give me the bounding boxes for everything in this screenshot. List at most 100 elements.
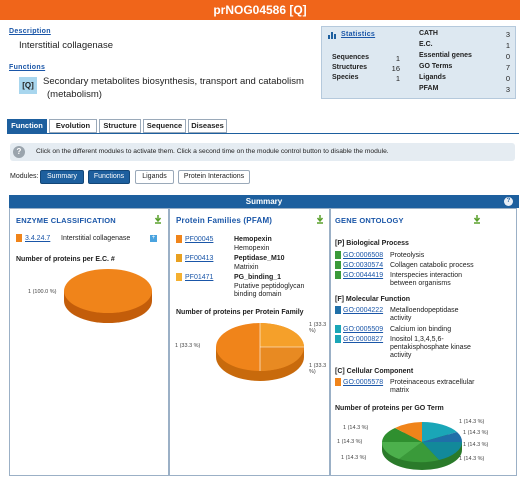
go-term-name: pentakisphosphate kinase	[390, 344, 471, 351]
page-title: prNOG04586 [Q]	[0, 0, 520, 20]
go-chart-title: Number of proteins per GO Term	[335, 405, 444, 412]
pfam-pie-label: 1 (33.3 %)	[309, 322, 327, 334]
pfam-pie-label: 1 (33.3 %)	[309, 363, 327, 375]
stat-pfam-label: PFAM	[419, 85, 439, 92]
go-pie-label: 1 (14.3 %)	[459, 456, 485, 462]
stat-go-terms-label: GO Terms	[419, 63, 453, 70]
bar-chart-icon	[328, 32, 336, 39]
go-color-swatch	[335, 261, 341, 269]
go-link[interactable]: GO:0005509	[343, 326, 384, 333]
go-color-swatch	[335, 335, 341, 343]
stat-ligands-value: 0	[505, 74, 510, 83]
tab-divider	[7, 133, 519, 134]
statistics-panel: Statistics Sequences 1 Structures 16 Spe…	[321, 26, 516, 99]
go-mf-label: [F] Molecular Function	[335, 296, 411, 303]
statistics-label[interactable]: Statistics	[341, 31, 376, 38]
pfam-link[interactable]: PF00413	[185, 255, 214, 262]
tab-sequence[interactable]: Sequence	[143, 119, 186, 133]
enzyme-panel: Enzyme Classification 3.4.24.7 Interstit…	[9, 208, 169, 476]
stat-ec-label: E.C.	[419, 41, 433, 48]
go-term-name: Inositol 1,3,4,5,6-	[390, 336, 444, 343]
summary-help-icon[interactable]: ?	[504, 197, 513, 206]
pfam-pie-label: 1 (33.3 %)	[175, 343, 201, 349]
go-link[interactable]: GO:0004222	[343, 307, 384, 314]
module-ligands-button[interactable]: Ligands	[135, 170, 174, 184]
module-summary-button[interactable]: Summary	[40, 170, 84, 184]
function-text-line2: (metabolism)	[47, 89, 102, 100]
ec-color-swatch	[16, 234, 22, 242]
pfam-desc: Hemopexin	[234, 245, 270, 252]
download-icon[interactable]	[473, 215, 481, 224]
tab-structure[interactable]: Structure	[99, 119, 141, 133]
download-icon[interactable]	[154, 215, 162, 224]
module-functions-button[interactable]: Functions	[88, 170, 130, 184]
go-pie-label: 1 (14.3 %)	[343, 425, 369, 431]
pfam-panel: Protein Families (PFAM) PF00045 Hemopexi…	[169, 208, 330, 476]
go-pie-label: 1 (14.3 %)	[459, 419, 485, 425]
pfam-chart-title: Number of proteins per Protein Family	[176, 309, 304, 316]
stat-pfam-value: 3	[505, 85, 510, 94]
stat-species-value: 1	[395, 74, 400, 83]
go-color-swatch	[335, 306, 341, 314]
pfam-name: Peptidase_M10	[234, 255, 285, 262]
go-link[interactable]: GO:0006508	[343, 252, 384, 259]
stat-essential-genes-label: Essential genes	[419, 52, 472, 59]
download-icon[interactable]	[316, 215, 324, 224]
go-term-name: activity	[390, 352, 412, 359]
tab-function[interactable]: Function	[7, 119, 47, 133]
pfam-title: Protein Families (PFAM)	[176, 216, 273, 225]
enzyme-title: Enzyme Classification	[16, 216, 116, 225]
go-bp-label: [P] Biological Process	[335, 240, 409, 247]
go-color-swatch	[335, 325, 341, 333]
go-panel: Gene Ontology [P] Biological Process GO:…	[330, 208, 517, 476]
go-pie-label: 1 (14.3 %)	[463, 442, 489, 448]
modules-label: Modules:	[10, 173, 39, 180]
go-term-name: between organisms	[390, 280, 451, 287]
expand-icon[interactable]: +	[150, 235, 157, 242]
go-term-name: activity	[390, 315, 412, 322]
pfam-desc: binding domain	[234, 291, 282, 298]
go-link[interactable]: GO:0005578	[343, 379, 384, 386]
go-cc-label: [C] Cellular Component	[335, 368, 414, 375]
pfam-color-swatch	[176, 273, 182, 281]
pfam-link[interactable]: PF00045	[185, 236, 214, 243]
stat-cath-value: 3	[505, 30, 510, 39]
pfam-pie-chart	[216, 323, 304, 381]
ec-name: Interstitial collagenase	[61, 235, 131, 242]
go-term-name: Collagen catabolic process	[390, 262, 474, 269]
go-color-swatch	[335, 251, 341, 259]
functions-label[interactable]: Functions	[9, 64, 46, 71]
module-protein-interactions-button[interactable]: Protein Interactions	[178, 170, 250, 184]
pfam-color-swatch	[176, 235, 182, 243]
pfam-link[interactable]: PF01471	[185, 274, 214, 281]
go-link[interactable]: GO:0030574	[343, 262, 384, 269]
go-term-name: Calcium ion binding	[390, 326, 452, 333]
stat-ec-value: 1	[505, 41, 510, 50]
go-title: Gene Ontology	[335, 216, 404, 225]
stat-sequences-label: Sequences	[332, 54, 369, 61]
stat-structures-value: 16	[391, 64, 400, 73]
go-term-name: Proteinaceous extracellular	[390, 379, 475, 386]
pfam-name: Hemopexin	[234, 236, 272, 243]
summary-title: Summary	[245, 197, 283, 206]
stat-go-terms-value: 7	[505, 63, 510, 72]
go-link[interactable]: GO:0000827	[343, 336, 384, 343]
ec-pie-label: 1 (100.0 %)	[28, 289, 57, 295]
go-term-name: Proteolysis	[390, 252, 425, 259]
pfam-desc: Matrixin	[234, 264, 259, 271]
ec-pie-chart	[64, 269, 152, 323]
go-pie-chart	[381, 421, 463, 470]
tab-diseases[interactable]: Diseases	[188, 119, 227, 133]
description-label[interactable]: Description	[9, 28, 51, 35]
go-link[interactable]: GO:0044419	[343, 272, 384, 279]
pfam-name: PG_binding_1	[234, 274, 282, 281]
pfam-color-swatch	[176, 254, 182, 262]
pfam-desc: Putative peptidoglycan	[234, 283, 305, 290]
ec-link[interactable]: 3.4.24.7	[25, 235, 51, 242]
go-color-swatch	[335, 271, 341, 279]
stat-sequences-value: 1	[395, 54, 400, 63]
go-term-name: matrix	[390, 387, 410, 394]
function-code-badge: [Q]	[19, 77, 37, 94]
tab-evolution[interactable]: Evolution	[49, 119, 97, 133]
stat-ligands-label: Ligands	[419, 74, 446, 81]
